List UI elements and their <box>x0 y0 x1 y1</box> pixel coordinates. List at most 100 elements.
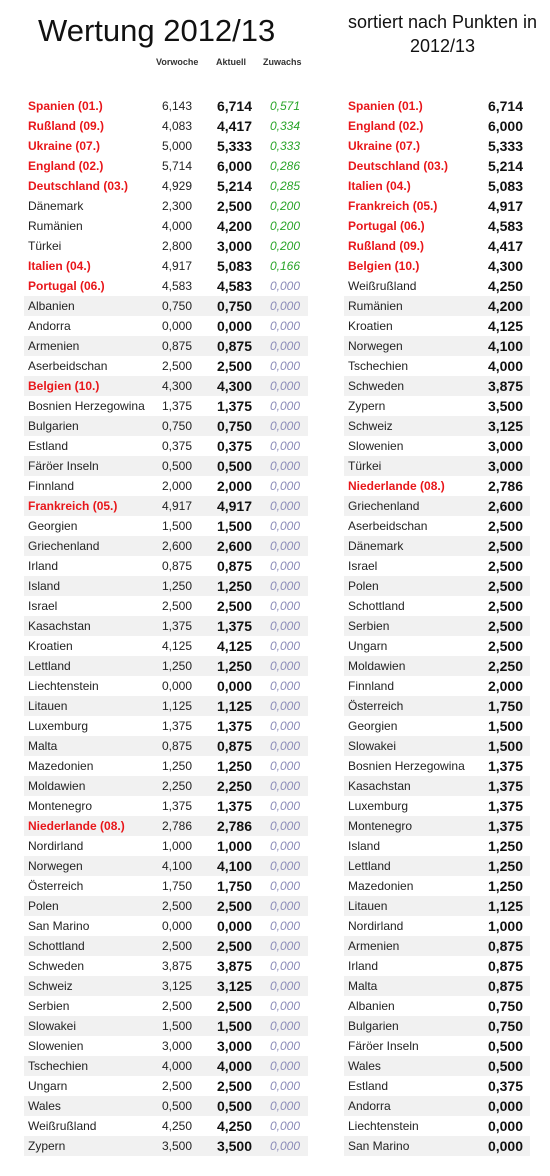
alphabetical-ranking-table: Spanien (01.) 6,143 6,714 0,571 Rußland (09.… <box>24 96 308 1156</box>
prev-points: 1,375 <box>161 799 192 813</box>
current-points: 3,125 <box>216 978 252 994</box>
prev-points: 2,500 <box>161 939 192 953</box>
current-points: 1,750 <box>487 698 523 714</box>
table-row: Färöer Inseln 0,500 0,500 0,000 <box>24 456 308 476</box>
current-points: 6,714 <box>487 98 523 114</box>
prev-points: 3,125 <box>161 979 192 993</box>
country-name: Belgien (10.) <box>28 379 100 393</box>
current-points: 0,875 <box>216 338 252 354</box>
gain-points: 0,000 <box>269 379 300 393</box>
country-name: Luxemburg <box>348 799 409 813</box>
table-row: Ungarn 2,500 2,500 0,000 <box>24 1076 308 1096</box>
current-points: 1,250 <box>216 758 252 774</box>
prev-points: 5,000 <box>161 139 192 153</box>
country-name: Österreich <box>348 699 404 713</box>
country-name: Belgien (10.) <box>348 259 420 273</box>
table-row: Kroatien 4,125 <box>344 316 530 336</box>
table-row: Griechenland 2,600 <box>344 496 530 516</box>
current-points: 2,500 <box>487 598 523 614</box>
table-row: Andorra 0,000 0,000 0,000 <box>24 316 308 336</box>
current-points: 2,500 <box>216 358 252 374</box>
prev-points: 2,000 <box>161 479 192 493</box>
country-name: Griechenland <box>28 539 100 553</box>
country-name: Frankreich (05.) <box>348 199 438 213</box>
current-points: 1,375 <box>216 718 252 734</box>
current-points: 1,750 <box>216 878 252 894</box>
country-name: Frankreich (05.) <box>28 499 118 513</box>
gain-points: 0,000 <box>269 319 300 333</box>
table-row: Dänemark 2,500 <box>344 536 530 556</box>
table-row: Schweden 3,875 <box>344 376 530 396</box>
gain-points: 0,200 <box>269 219 300 233</box>
current-points: 1,125 <box>216 698 252 714</box>
current-points: 2,250 <box>487 658 523 674</box>
prev-points: 1,500 <box>161 1019 192 1033</box>
table-row: Rußland (09.) 4,417 <box>344 236 530 256</box>
prev-points: 0,000 <box>161 919 192 933</box>
country-name: Slowakei <box>348 739 397 753</box>
country-name: Moldawien <box>348 659 406 673</box>
table-row: Lettland 1,250 1,250 0,000 <box>24 656 308 676</box>
table-row: Albanien 0,750 0,750 0,000 <box>24 296 308 316</box>
current-points: 1,500 <box>487 718 523 734</box>
current-points: 2,500 <box>487 538 523 554</box>
country-name: Liechtenstein <box>348 1119 419 1133</box>
gain-points: 0,000 <box>269 599 300 613</box>
table-row: Norwegen 4,100 4,100 0,000 <box>24 856 308 876</box>
country-name: Israel <box>28 599 58 613</box>
table-row: Schweiz 3,125 <box>344 416 530 436</box>
prev-points: 2,500 <box>161 359 192 373</box>
table-row: England (02.) 6,000 <box>344 116 530 136</box>
table-row: Kasachstan 1,375 1,375 0,000 <box>24 616 308 636</box>
country-name: Kasachstan <box>348 779 411 793</box>
gain-points: 0,000 <box>269 479 300 493</box>
current-points: 0,875 <box>216 738 252 754</box>
gain-points: 0,000 <box>269 819 300 833</box>
gain-points: 0,000 <box>269 279 300 293</box>
table-row: Liechtenstein 0,000 <box>344 1116 530 1136</box>
current-points: 2,500 <box>487 518 523 534</box>
prev-points: 4,917 <box>161 259 192 273</box>
current-points: 4,917 <box>487 198 523 214</box>
current-points: 4,200 <box>216 218 252 234</box>
country-name: Kasachstan <box>28 619 91 633</box>
current-points: 2,600 <box>216 538 252 554</box>
country-name: Malta <box>348 979 378 993</box>
prev-points: 4,583 <box>161 279 192 293</box>
gain-points: 0,000 <box>269 659 300 673</box>
gain-points: 0,000 <box>269 299 300 313</box>
page-title: Wertung 2012/13 <box>38 13 276 48</box>
current-points: 2,500 <box>216 938 252 954</box>
current-points: 0,500 <box>487 1038 523 1054</box>
table-row: Weißrußland 4,250 <box>344 276 530 296</box>
current-points: 4,250 <box>487 278 523 294</box>
table-row: Griechenland 2,600 2,600 0,000 <box>24 536 308 556</box>
gain-points: 0,571 <box>269 99 300 113</box>
table-row: Finnland 2,000 <box>344 676 530 696</box>
table-row: Slowakei 1,500 1,500 0,000 <box>24 1016 308 1036</box>
gain-points: 0,333 <box>269 139 300 153</box>
country-name: Österreich <box>28 879 84 893</box>
current-points: 4,100 <box>487 338 523 354</box>
table-row: Schweden 3,875 3,875 0,000 <box>24 956 308 976</box>
country-name: Bosnien Herzegowina <box>348 759 465 773</box>
current-points: 4,125 <box>487 318 523 334</box>
table-row: Irland 0,875 0,875 0,000 <box>24 556 308 576</box>
gain-points: 0,000 <box>269 739 300 753</box>
prev-points: 0,500 <box>161 459 192 473</box>
table-row: Tschechien 4,000 <box>344 356 530 376</box>
current-points: 2,500 <box>216 198 252 214</box>
table-row: Montenegro 1,375 <box>344 816 530 836</box>
prev-points: 4,929 <box>161 179 192 193</box>
table-row: San Marino 0,000 <box>344 1136 530 1156</box>
current-points: 5,333 <box>216 138 252 154</box>
table-row: Wales 0,500 0,500 0,000 <box>24 1096 308 1116</box>
table-row: Mazedonien 1,250 1,250 0,000 <box>24 756 308 776</box>
current-points: 2,600 <box>487 498 523 514</box>
gain-points: 0,000 <box>269 579 300 593</box>
table-row: Niederlande (08.) 2,786 2,786 0,000 <box>24 816 308 836</box>
prev-points: 4,917 <box>161 499 192 513</box>
current-points: 4,917 <box>216 498 252 514</box>
current-points: 2,786 <box>487 478 523 494</box>
country-name: Litauen <box>348 899 388 913</box>
